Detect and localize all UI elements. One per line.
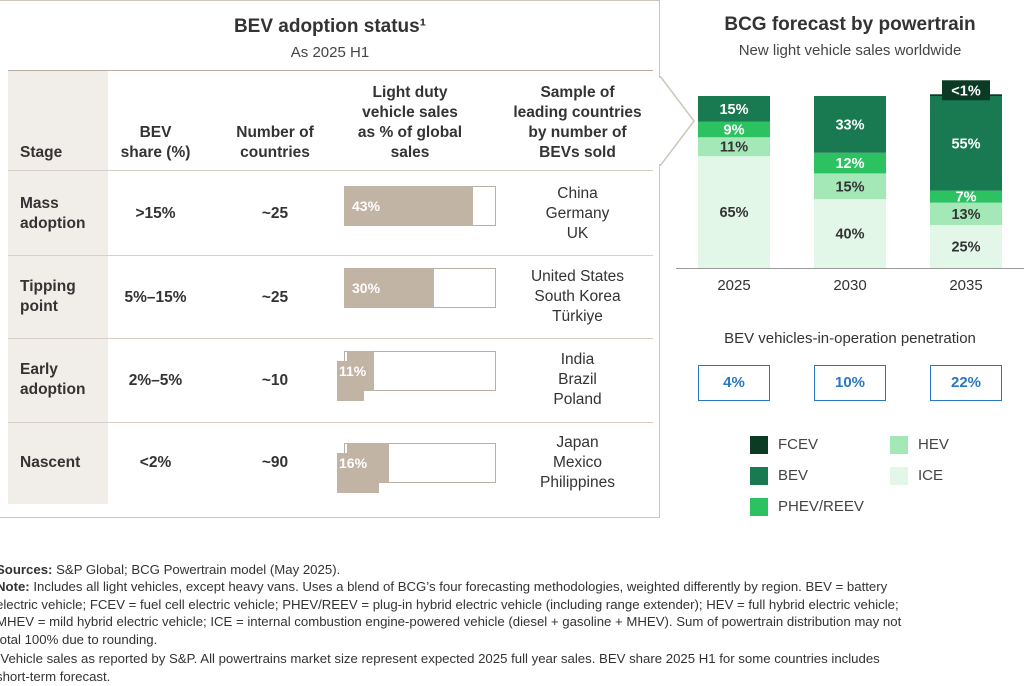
bar-segment-hev-2035 [930, 202, 1002, 225]
bar-data-label: <1% [951, 83, 981, 99]
legend-swatch-hev [890, 436, 908, 454]
footer-note-line: Note: Includes all light vehicles, excep… [0, 579, 888, 594]
row-divider [8, 422, 653, 423]
penetration-value-2035: 22% [930, 365, 1002, 401]
footer-footnote-line: ¹Vehicle sales as reported by S&P. All p… [0, 651, 880, 666]
legend-label-fcev: FCEV [778, 436, 819, 453]
sample-countries: India Brazil Poland [553, 351, 602, 408]
bev-share-value: 2%–5% [128, 372, 183, 389]
row-divider [8, 255, 653, 256]
footer-footnote-line: short-term forecast. [0, 668, 111, 684]
country-count-value: ~90 [261, 454, 289, 471]
country-count-value: ~25 [261, 205, 289, 222]
footer-note-line: total 100% due to rounding. [0, 631, 158, 647]
footer-note-line: electric vehicle; FCEV = fuel cell elect… [0, 596, 899, 612]
bar-data-label: 25% [951, 240, 980, 256]
legend-swatch-ice [890, 467, 908, 485]
legend-label-phev-reev: PHEV/REEV [778, 498, 864, 515]
bev-share-value: >15% [135, 205, 176, 222]
header-bev-share: BEV share (%) [120, 124, 191, 161]
bar-segment-bev-2035 [930, 96, 1002, 191]
powertrain-stacked-bar-chart: 65% 11%9% 15% 2025 40% 15% 12% 33% 2030 25% 13%7% 5… [676, 80, 1024, 294]
bev-share-value: 5%–15% [124, 289, 187, 306]
penetration-value-2025: 4% [698, 365, 770, 401]
header-number-countries: Number of countries [236, 124, 314, 161]
legend-swatch-bev [750, 467, 768, 485]
stage-label: Tipping point [20, 278, 76, 315]
legend-label-bev: BEV [778, 467, 809, 484]
bar-data-label: 55% [951, 136, 980, 152]
bar-segment-hev-2025 [698, 137, 770, 157]
panel-pointer [654, 76, 695, 166]
row-divider [8, 170, 653, 171]
x-tick-label: 2025 [717, 277, 750, 294]
header-stage: Stage [20, 144, 63, 161]
stage-label: Early adoption [20, 361, 86, 398]
x-tick-label: 2030 [833, 277, 866, 294]
bar-data-label: 15% [835, 179, 864, 195]
bar-data-label: 11% [720, 140, 748, 156]
forecast-title: BCG forecast by powertrain [724, 14, 976, 35]
legend-label-ice: ICE [918, 467, 944, 484]
bar-data-label: 65% [719, 205, 748, 221]
sales-bar-label: 43% [352, 198, 381, 214]
sales-bar-label: 11% [337, 361, 369, 381]
bar-segment-bev-2025 [698, 96, 770, 122]
bar-data-label: 7% [956, 190, 977, 206]
sample-countries: China Germany UK [545, 185, 610, 242]
bar-data-label: 33% [835, 117, 864, 133]
bar-data-label: 40% [835, 227, 864, 243]
sales-bar-label: 16% [337, 453, 370, 473]
sales-bar-fill [344, 268, 434, 308]
sample-countries: Japan Mexico Philippines [540, 434, 615, 491]
stage-label: Nascent [20, 454, 81, 471]
bar-segment-phev-reev-2030 [814, 152, 886, 174]
forecast-subtitle: New light vehicle sales worldwide [738, 42, 962, 59]
country-count-value: ~25 [261, 289, 289, 306]
bar-segment-ice-2025 [698, 156, 770, 268]
adoption-title: BEV adoption status¹ [233, 16, 427, 37]
legend-swatch-phev-reev [750, 498, 768, 516]
bar-segment-ice-2030 [814, 199, 886, 268]
adoption-subtitle: As 2025 H1 [290, 44, 370, 61]
bar-segment-phev-reev-2035 [930, 190, 1002, 203]
fcev-label-background [942, 80, 990, 101]
penetration-title: BEV vehicles-in-operation penetration [724, 330, 976, 347]
sales-bar-fill [344, 186, 473, 226]
bar-segment-bev-2030 [814, 96, 886, 153]
footer-sources: Sources: S&P Global; BCG Powertrain mode… [0, 562, 341, 577]
footer-note-line: MHEV = mild hybrid electric vehicle; ICE… [0, 614, 902, 629]
x-tick-label: 2035 [949, 277, 982, 294]
header-sample-countries: Sample of leading countries by number of B… [513, 84, 642, 161]
bar-data-label: 9% [724, 123, 745, 139]
stage-column-background [8, 71, 108, 504]
sample-countries: United States South Korea Türkiye [530, 268, 625, 325]
legend-label-hev: HEV [918, 436, 949, 453]
sales-bar-label: 30% [352, 280, 381, 296]
header-divider [8, 70, 653, 71]
bar-segment-phev-reev-2025 [698, 121, 770, 138]
bar-data-label: 13% [951, 207, 980, 223]
stage-label: Mass adoption [20, 195, 86, 232]
penetration-value-2030: 10% [814, 365, 886, 401]
header-vehicle-sales: Light duty vehicle sales as % of global sa… [357, 84, 463, 161]
legend-swatch-fcev [750, 436, 768, 454]
bar-data-label: 12% [835, 156, 864, 172]
bar-segment-hev-2030 [814, 173, 886, 200]
adoption-panel [0, 0, 660, 518]
bev-share-value: <2% [139, 454, 172, 471]
bar-data-label: 15% [719, 102, 748, 118]
country-count-value: ~10 [261, 372, 289, 389]
bar-segment-ice-2035 [930, 225, 1002, 268]
row-divider [8, 338, 653, 339]
